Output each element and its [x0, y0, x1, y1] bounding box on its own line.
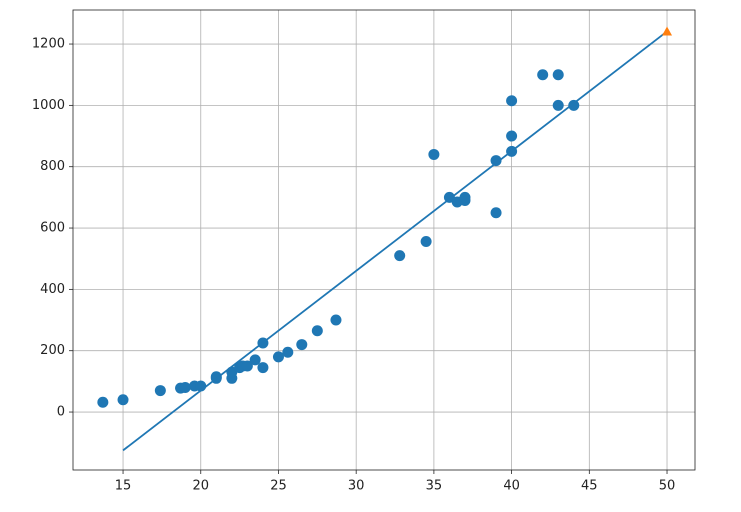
x-tick-label: 15 [115, 479, 132, 494]
axes-frame [72, 9, 696, 471]
scatter-point [330, 314, 342, 326]
scatter-point [552, 69, 564, 81]
x-tick-label: 45 [581, 479, 598, 494]
scatter-point [506, 95, 518, 107]
y-tick-label: 800 [40, 159, 65, 174]
x-tick-label: 20 [192, 479, 209, 494]
y-tick-label: 200 [40, 343, 65, 358]
x-tick-label: 50 [659, 479, 676, 494]
scatter-point [241, 360, 253, 372]
scatter-point [257, 362, 269, 374]
y-tick-label: 1200 [32, 37, 65, 52]
fit-line [122, 30, 668, 452]
scatter-point [249, 354, 261, 366]
scatter-point [296, 339, 308, 351]
scatter-point [537, 69, 549, 81]
scatter-point [272, 351, 284, 363]
y-tick-label: 0 [57, 405, 65, 420]
scatter-point [552, 99, 564, 111]
scatter-point [490, 207, 502, 219]
scatter-point [459, 191, 471, 203]
x-tick-label: 35 [426, 479, 443, 494]
scatter-point [568, 99, 580, 111]
prediction-marker [662, 26, 673, 36]
scatter-point [117, 394, 129, 406]
x-tick-label: 40 [503, 479, 520, 494]
scatter-point [428, 148, 440, 160]
scatter-point [282, 346, 294, 358]
scatter-point [394, 250, 406, 262]
y-tick-label: 400 [40, 282, 65, 297]
scatter-point [506, 130, 518, 142]
scatter-point [490, 155, 502, 167]
scatter-point [210, 371, 222, 383]
x-tick-label: 25 [270, 479, 287, 494]
scatter-point [311, 325, 323, 337]
x-tick-label: 30 [348, 479, 365, 494]
y-tick-label: 600 [40, 221, 65, 236]
scatter-point [420, 236, 432, 248]
scatter-point [154, 385, 166, 397]
scatter-point [179, 382, 191, 394]
scatter-point [97, 396, 109, 408]
y-tick-label: 1000 [32, 98, 65, 113]
